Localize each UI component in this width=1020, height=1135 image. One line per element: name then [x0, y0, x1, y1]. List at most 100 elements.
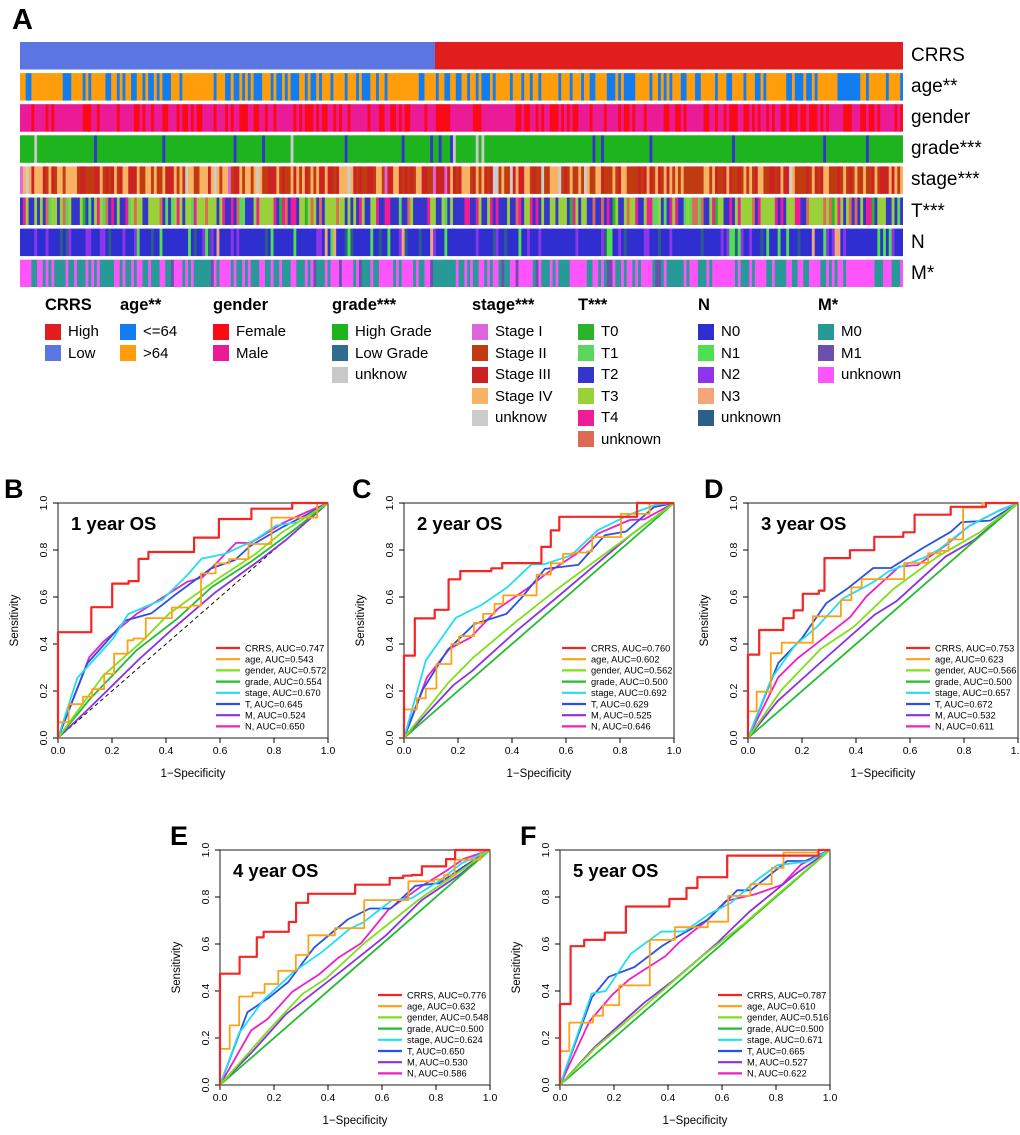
legend-swatch-icon	[698, 409, 714, 426]
legend-item-label: Stage III	[495, 366, 551, 384]
legend-item-label: T0	[601, 323, 619, 341]
legend-item-label: T1	[601, 344, 619, 362]
legend-item-label: N1	[721, 344, 741, 362]
legend-item-label: Male	[236, 344, 269, 362]
annotation-tracks	[20, 42, 904, 292]
legend-item: High	[45, 321, 99, 343]
x-tick-label: 0.8	[429, 1092, 444, 1104]
roc-legend-label-age: age, AUC=0.610	[747, 1002, 816, 1012]
legend-group-stage: stage*** Stage I Stage II Stage III Stage IV…	[472, 296, 553, 429]
legend-swatch-icon	[578, 431, 594, 448]
y-tick-label: 0.4	[384, 637, 396, 652]
roc-curve-gender	[403, 502, 675, 739]
plot-frame	[747, 502, 1019, 739]
legend-swatch-icon	[578, 388, 594, 405]
legend-item-label: N0	[721, 323, 741, 341]
legend-group-title: gender	[213, 296, 269, 314]
legend-swatch-icon	[578, 366, 594, 383]
x-tick-label: 1.0	[1011, 745, 1020, 757]
roc-legend-label-stage: stage, AUC=0.657	[935, 688, 1011, 698]
legend-swatch-icon	[120, 323, 136, 340]
legend-group-title: T***	[578, 296, 608, 314]
legend-item-label: N3	[721, 387, 741, 405]
legend-item-label: N2	[721, 366, 741, 384]
x-axis-title: 1−Specificity	[851, 768, 916, 780]
legend-item-label: High	[68, 323, 99, 341]
legend-swatch-icon	[698, 345, 714, 362]
legend-item: N2	[698, 364, 781, 386]
legend-item: unknown	[818, 364, 901, 386]
x-tick-label: 0.4	[505, 745, 520, 757]
roc-curve-N	[219, 849, 491, 1086]
legend-group-title: stage***	[472, 296, 535, 314]
y-tick-label: 1.0	[384, 496, 396, 511]
roc-legend-label-M: M, AUC=0.527	[747, 1058, 808, 1068]
roc-legend-label-M: M, AUC=0.525	[591, 711, 652, 721]
track-label-N: N	[911, 231, 925, 253]
x-tick-label: 0.6	[213, 745, 228, 757]
roc-curve-CRRS	[746, 501, 1018, 738]
legend-swatch-icon	[213, 323, 229, 340]
roc-panel-B: B 0.0 0.0 0.2 0.2 0.4 0.4 0.6 0.6 0.8 0.8 1.0 1.0 1−S…	[0, 468, 340, 788]
roc-curve-CRRS	[558, 848, 830, 1085]
legend-swatch-icon	[120, 345, 136, 362]
y-tick-label: 0.0	[540, 1078, 552, 1093]
y-tick-label: 1.0	[200, 843, 212, 858]
roc-legend-label-CRRS: CRRS, AUC=0.760	[591, 643, 670, 653]
track-label-M: M*	[911, 262, 935, 284]
track-CRRS	[20, 42, 903, 70]
legend-group-grade: grade*** High Grade Low Grade unknow	[332, 296, 432, 386]
roc-curve-age	[559, 849, 830, 1085]
legend-item-label: unknow	[495, 409, 547, 427]
roc-curve-M	[219, 849, 491, 1086]
reference-diagonal	[57, 502, 329, 739]
y-tick-label: 0.8	[540, 890, 552, 905]
roc-curve-grade	[57, 502, 329, 739]
y-tick-label: 0.0	[384, 731, 396, 746]
legend-swatch-icon	[332, 366, 348, 383]
y-tick-label: 1.0	[38, 496, 50, 511]
x-tick-label: 0.2	[451, 745, 466, 757]
x-tick-label: 0.4	[159, 745, 174, 757]
legend-item: N1	[698, 343, 781, 365]
x-tick-label: 0.0	[553, 1092, 568, 1104]
y-tick-label: 0.4	[540, 984, 552, 999]
legend-item-label: Low	[68, 344, 96, 362]
x-tick-label: 0.4	[849, 745, 864, 757]
x-tick-label: 0.4	[661, 1092, 676, 1104]
track-N	[20, 228, 904, 257]
legend-item: Stage IV	[472, 386, 553, 408]
legend-item-label: T2	[601, 366, 619, 384]
x-axis-title: 1−Specificity	[323, 1115, 388, 1127]
roc-legend-label-age: age, AUC=0.543	[245, 655, 314, 665]
legend-item: Stage III	[472, 364, 553, 386]
roc-curve-CRRS	[218, 848, 490, 1085]
y-tick-label: 1.0	[540, 843, 552, 858]
x-tick-label: 0.4	[321, 1092, 336, 1104]
y-axis-title: Sensitivity	[511, 941, 523, 993]
legend-item: >64	[120, 343, 177, 365]
roc-legend-label-T: T, AUC=0.650	[407, 1046, 465, 1056]
legend-swatch-icon	[332, 323, 348, 340]
roc-legend-label-age: age, AUC=0.632	[407, 1002, 476, 1012]
plot-frame	[219, 849, 491, 1086]
track-M	[20, 259, 904, 288]
roc-legend-label-grade: grade, AUC=0.500	[935, 677, 1012, 687]
y-tick-label: 0.6	[540, 937, 552, 952]
legend-item-label: unknown	[601, 430, 662, 448]
track-label-T: T***	[911, 200, 945, 222]
roc-panel-D: D 0.00.0 0.2 0.2 0.4 0.4 0.6 0.6 0.8 0.8 1.0 1.0 1−S…	[690, 468, 1020, 788]
legend-item-label: M1	[841, 344, 862, 362]
roc-curve-M	[747, 502, 1019, 739]
track-label-age: age**	[911, 76, 958, 98]
roc-legend-label-stage: stage, AUC=0.671	[747, 1035, 823, 1045]
roc-legend-label-CRRS: CRRS, AUC=0.776	[407, 990, 486, 1000]
roc-curve-grade	[747, 502, 1019, 739]
y-tick-label: 0.2	[384, 684, 396, 699]
roc-curve-gender	[57, 502, 329, 739]
roc-legend-label-T: T, AUC=0.672	[935, 699, 993, 709]
roc-legend-label-M: M, AUC=0.532	[935, 711, 996, 721]
legend-item: M0	[818, 321, 901, 343]
roc-curve-CRRS	[402, 501, 674, 738]
